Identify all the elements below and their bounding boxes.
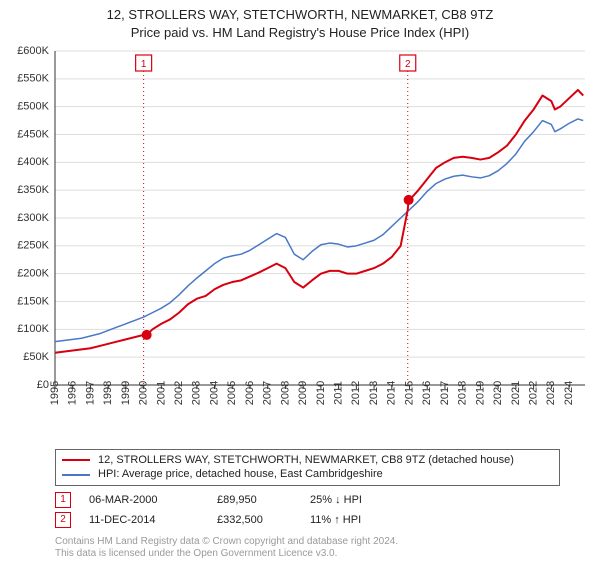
- svg-text:£0: £0: [37, 379, 49, 391]
- reference-marker: 2: [55, 512, 71, 528]
- svg-text:2003: 2003: [191, 381, 203, 405]
- svg-text:2: 2: [405, 59, 411, 70]
- svg-text:2021: 2021: [510, 381, 522, 405]
- svg-text:1: 1: [141, 59, 147, 70]
- svg-text:£50K: £50K: [23, 351, 49, 363]
- reference-pct: 25% ↓ HPI: [310, 494, 370, 506]
- svg-text:2016: 2016: [421, 381, 433, 405]
- reference-row: 2 11-DEC-2014 £332,500 11% ↑ HPI: [55, 510, 560, 530]
- svg-text:£400K: £400K: [17, 156, 49, 168]
- svg-text:2014: 2014: [386, 381, 398, 405]
- svg-text:1999: 1999: [120, 381, 132, 405]
- attribution: Contains HM Land Registry data © Crown c…: [55, 536, 560, 561]
- svg-text:2017: 2017: [439, 381, 451, 405]
- svg-text:2006: 2006: [244, 381, 256, 405]
- svg-text:1998: 1998: [102, 381, 114, 405]
- svg-text:£600K: £600K: [17, 45, 49, 57]
- svg-text:£250K: £250K: [17, 240, 49, 252]
- reference-row: 1 06-MAR-2000 £89,950 25% ↓ HPI: [55, 490, 560, 510]
- page-title-1: 12, STROLLERS WAY, STETCHWORTH, NEWMARKE…: [10, 6, 590, 24]
- svg-text:£500K: £500K: [17, 101, 49, 113]
- svg-text:2018: 2018: [457, 381, 469, 405]
- legend-label: 12, STROLLERS WAY, STETCHWORTH, NEWMARKE…: [98, 453, 514, 467]
- legend-label: HPI: Average price, detached house, East…: [98, 467, 383, 481]
- svg-text:£200K: £200K: [17, 268, 49, 280]
- svg-text:2015: 2015: [403, 381, 415, 405]
- svg-text:2007: 2007: [262, 381, 274, 405]
- legend-swatch: [62, 459, 90, 461]
- legend: 12, STROLLERS WAY, STETCHWORTH, NEWMARKE…: [55, 449, 560, 486]
- svg-text:2019: 2019: [474, 381, 486, 405]
- svg-text:2020: 2020: [492, 381, 504, 405]
- reference-marker: 1: [55, 492, 71, 508]
- svg-text:£150K: £150K: [17, 296, 49, 308]
- legend-swatch: [62, 474, 90, 476]
- svg-text:2023: 2023: [545, 381, 557, 405]
- svg-text:£300K: £300K: [17, 212, 49, 224]
- svg-text:£100K: £100K: [17, 323, 49, 335]
- svg-text:2000: 2000: [138, 381, 150, 405]
- svg-text:2022: 2022: [528, 381, 540, 405]
- attribution-line: Contains HM Land Registry data © Crown c…: [55, 536, 560, 549]
- svg-text:2010: 2010: [315, 381, 327, 405]
- reference-date: 06-MAR-2000: [89, 494, 199, 506]
- reference-price: £332,500: [217, 514, 292, 526]
- reference-pct: 11% ↑ HPI: [310, 514, 370, 526]
- reference-table: 1 06-MAR-2000 £89,950 25% ↓ HPI 2 11-DEC-2014…: [55, 490, 560, 530]
- price-chart: £0 £50K £100K £150K £200K £250K £300K £350K £400…: [10, 45, 590, 445]
- svg-text:2002: 2002: [173, 381, 185, 405]
- svg-text:2004: 2004: [208, 381, 220, 405]
- legend-item: HPI: Average price, detached house, East…: [62, 467, 553, 481]
- svg-text:1996: 1996: [67, 381, 79, 405]
- svg-text:£450K: £450K: [17, 129, 49, 141]
- svg-text:2009: 2009: [297, 381, 309, 405]
- svg-text:2012: 2012: [350, 381, 362, 405]
- svg-text:£350K: £350K: [17, 184, 49, 196]
- svg-text:2005: 2005: [226, 381, 238, 405]
- page-title-2: Price paid vs. HM Land Registry's House …: [10, 24, 590, 42]
- svg-text:1997: 1997: [84, 381, 96, 405]
- svg-text:2013: 2013: [368, 381, 380, 405]
- reference-price: £89,950: [217, 494, 292, 506]
- svg-text:2008: 2008: [279, 381, 291, 405]
- svg-text:2001: 2001: [155, 381, 167, 405]
- attribution-line: This data is licensed under the Open Gov…: [55, 548, 560, 561]
- reference-date: 11-DEC-2014: [89, 514, 199, 526]
- legend-item: 12, STROLLERS WAY, STETCHWORTH, NEWMARKE…: [62, 453, 553, 467]
- svg-text:2024: 2024: [563, 381, 575, 405]
- svg-text:£550K: £550K: [17, 73, 49, 85]
